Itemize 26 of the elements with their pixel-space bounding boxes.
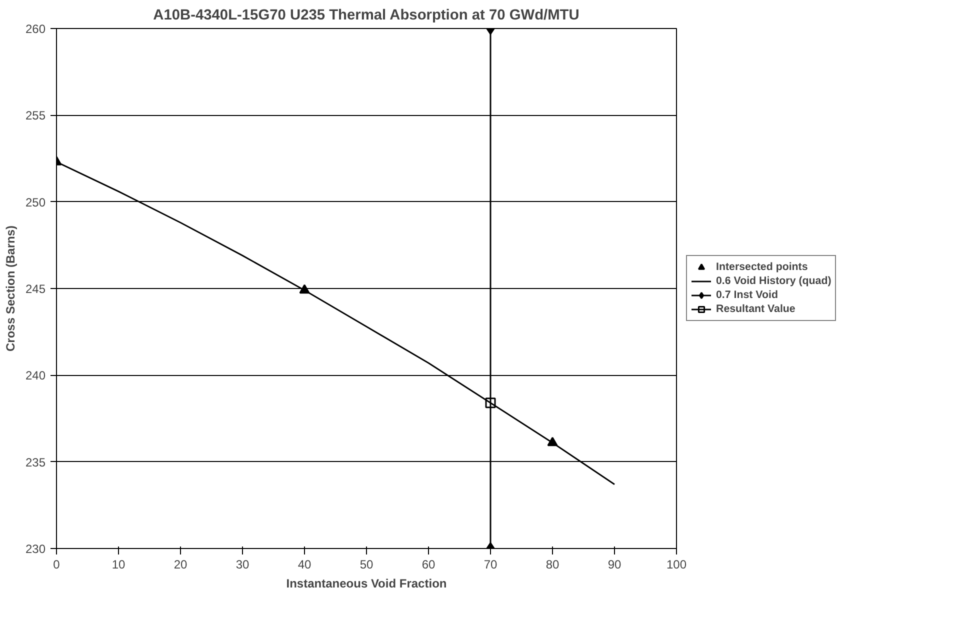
x-tick-label: 90 [608, 558, 622, 572]
legend-label: Intersected points [716, 260, 808, 274]
y-tick-label: 230 [25, 542, 46, 556]
x-tick-label: 50 [360, 558, 374, 572]
legend-label: 0.7 Inst Void [716, 288, 778, 302]
point [485, 398, 496, 408]
x-tick-label: 100 [666, 558, 687, 572]
x-axis-title: Instantaneous Void Fraction [286, 576, 447, 590]
legend-label: Resultant Value [716, 302, 796, 316]
y-tick-label: 240 [25, 368, 46, 383]
x-tick-label: 70 [484, 558, 498, 572]
x-tick-label: 40 [298, 558, 312, 572]
x-tick-label: 60 [422, 558, 436, 572]
y-tick-label: 245 [25, 282, 46, 296]
y-tick-label: 250 [25, 195, 46, 210]
y-axis-title: Cross Section (Barns) [3, 225, 18, 352]
x-tick-label: 30 [236, 558, 250, 572]
chart-title: A10B-4340L-15G70 U235 Thermal Absorption at 70 GWd/MTU [153, 8, 580, 24]
y-tick-label: 235 [25, 455, 46, 470]
x-tick-label: 20 [174, 558, 188, 572]
legend-label: 0.6 Void History (quad) [716, 274, 832, 288]
y-tick-label: 255 [25, 108, 46, 123]
x-tick-label: 0 [53, 558, 60, 572]
x-tick-label: 80 [546, 558, 560, 572]
x-tick-label: 10 [112, 558, 126, 572]
y-tick-label: 260 [25, 22, 46, 36]
